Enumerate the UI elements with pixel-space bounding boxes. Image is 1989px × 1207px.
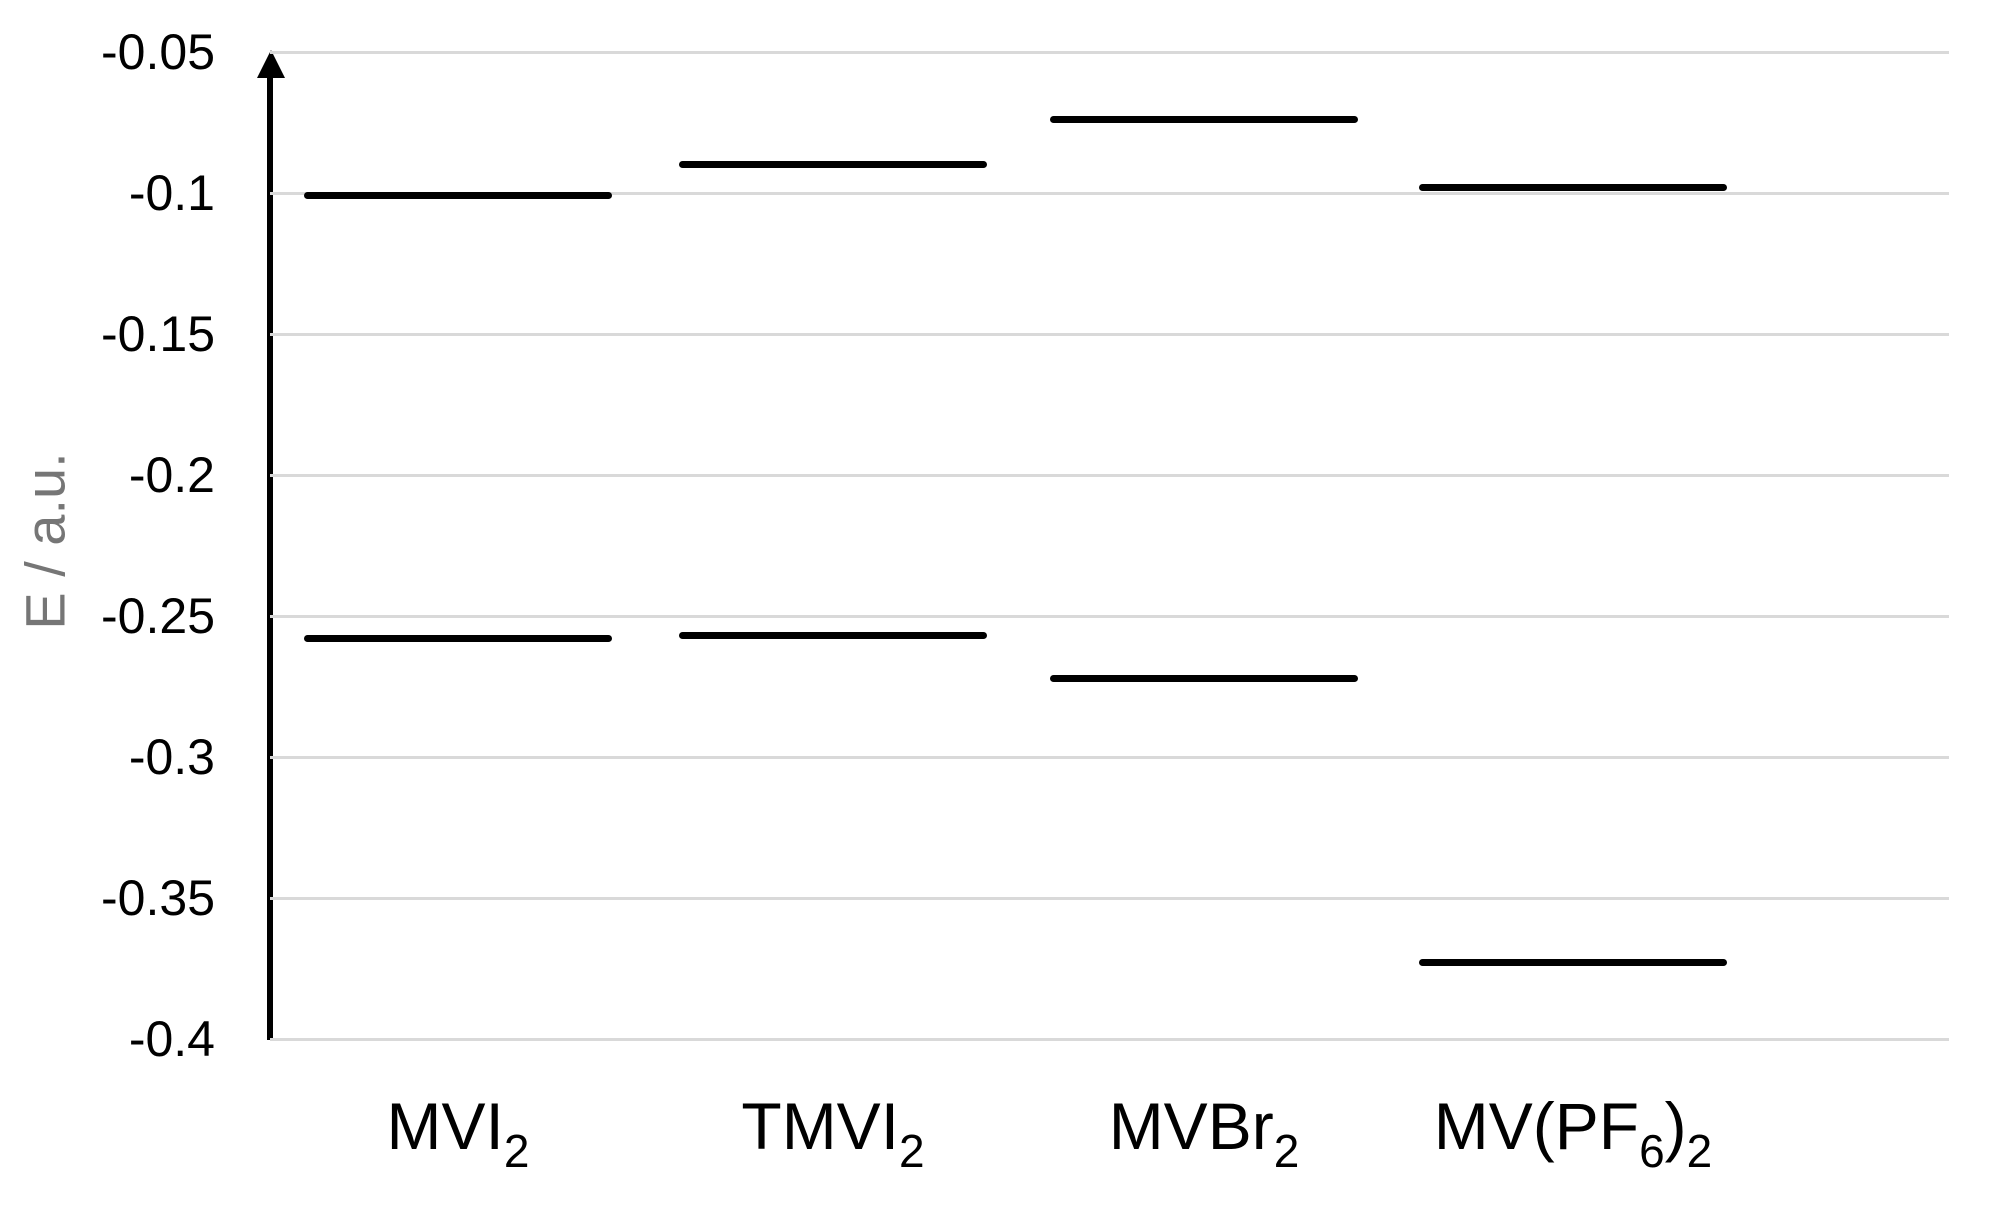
y-tick-label: -0.05 [101,24,215,80]
category-label-subscript: 2 [899,1125,925,1177]
y-axis-line [267,60,273,1040]
gridline [270,191,1949,195]
category-label-text: MV(PF [1433,1089,1640,1163]
category-label-text: MVBr [1108,1089,1274,1163]
gridline [270,896,1949,900]
y-tick-label: -0.35 [101,870,215,926]
energy-level [1419,183,1727,191]
y-tick-label: -0.3 [128,729,215,785]
category-label-subscript: 6 [1639,1125,1665,1177]
gridline [270,50,1949,54]
category-label-text: ) [1664,1089,1687,1163]
gridline [270,1037,1949,1041]
y-tick-label: -0.1 [128,165,215,221]
category-label-text: MVI [386,1089,504,1163]
category-label-subscript: 2 [1273,1125,1300,1177]
energy-level [304,192,612,200]
category-label: MVBr2 [1109,1093,1300,1174]
y-axis-arrow-icon [257,50,285,78]
gridline [270,755,1949,759]
category-label-subscript: 2 [1686,1125,1713,1177]
energy-level [1050,116,1358,124]
y-axis-title: E / a.u. [13,452,77,630]
y-tick-label: -0.15 [101,306,215,362]
energy-level [1419,959,1727,967]
category-label: TMVI2 [741,1093,924,1174]
gridline [270,614,1949,618]
category-label-subscript: 2 [503,1125,530,1177]
category-label: MVI2 [387,1093,530,1174]
energy-level [1050,674,1358,682]
y-tick-label: -0.4 [128,1011,215,1067]
gridline [270,473,1949,477]
category-label: MV(PF6)2 [1434,1093,1713,1174]
energy-level [679,161,987,169]
y-tick-label: -0.2 [128,447,215,503]
category-label-text: TMVI [741,1089,900,1163]
gridline [270,332,1949,336]
y-tick-label: -0.25 [101,588,215,644]
energy-level [304,635,612,643]
energy-level [679,632,987,640]
